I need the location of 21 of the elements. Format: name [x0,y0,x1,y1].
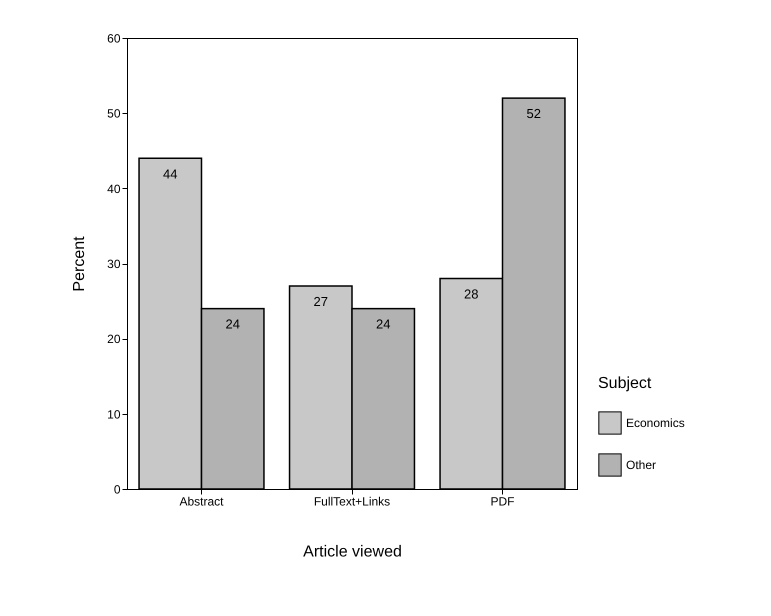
data-label: 44 [163,166,178,182]
legend-label: Other [626,458,656,472]
data-label: 27 [314,294,328,310]
y-tick-label: 50 [107,106,121,121]
data-label: 24 [376,316,390,332]
y-axis-title: Percent [71,236,88,292]
data-label: 24 [225,316,240,332]
y-tick-label: 10 [107,407,121,422]
legend-label: Economics [626,416,685,430]
data-label: 28 [464,286,479,302]
x-tick-label: Abstract [179,494,224,508]
x-axis-title: Article viewed [303,544,402,560]
x-tick-label: PDF [490,494,514,508]
x-tick-label: FullText+Links [314,494,390,508]
y-tick-label: 0 [114,482,121,496]
data-label: 52 [526,106,541,122]
y-tick-label: 60 [107,32,121,46]
legend-title: Subject [598,375,652,392]
y-tick-label: 20 [107,332,121,346]
y-tick-label: 30 [107,257,121,271]
y-tick-label: 40 [107,182,121,196]
